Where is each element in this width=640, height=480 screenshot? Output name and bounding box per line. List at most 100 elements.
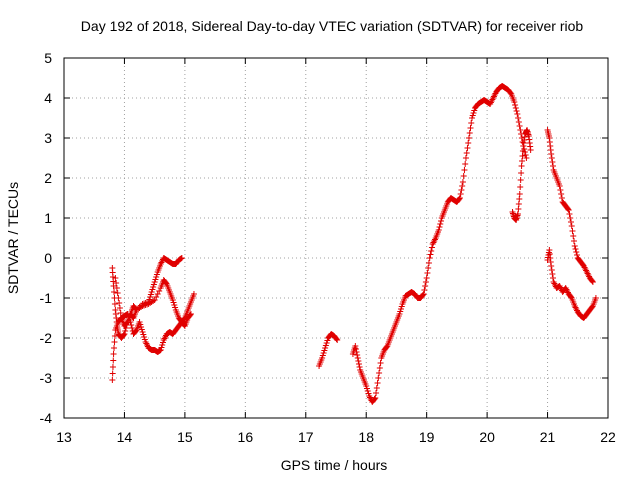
data-point xyxy=(461,167,468,173)
data-point xyxy=(463,150,470,156)
data-point xyxy=(465,140,472,146)
data-point xyxy=(356,364,363,370)
data-point xyxy=(517,184,524,190)
data-point xyxy=(334,337,341,343)
series-arc-1b xyxy=(109,291,197,383)
data-point xyxy=(438,218,445,224)
x-tick-label: 14 xyxy=(117,429,133,445)
y-tick-label: 4 xyxy=(44,90,52,106)
data-point xyxy=(468,120,475,126)
data-point xyxy=(516,191,523,197)
data-point xyxy=(589,279,596,285)
data-point xyxy=(117,310,124,316)
data-point xyxy=(421,287,428,293)
data-point xyxy=(436,224,443,230)
plot-frame xyxy=(63,57,609,419)
y-tick-label: -4 xyxy=(40,410,53,426)
data-point xyxy=(373,385,380,391)
data-point xyxy=(512,102,519,108)
data-point xyxy=(425,265,432,271)
y-tick-label: -2 xyxy=(40,330,53,346)
data-point xyxy=(465,135,472,141)
data-point xyxy=(571,238,577,244)
data-point xyxy=(352,346,359,352)
data-point xyxy=(109,370,116,377)
data-point xyxy=(516,123,523,129)
data-point xyxy=(377,360,384,366)
data-point xyxy=(428,244,435,251)
data-point xyxy=(467,125,474,131)
data-point xyxy=(548,155,555,161)
data-point xyxy=(353,349,360,355)
data-point xyxy=(558,195,565,201)
data-point xyxy=(422,283,429,289)
data-point xyxy=(111,345,118,351)
data-point xyxy=(464,145,471,151)
data-point xyxy=(517,177,524,183)
data-point xyxy=(419,292,426,298)
x-tick-label: 15 xyxy=(177,429,193,445)
data-point xyxy=(428,248,435,254)
data-point xyxy=(121,331,128,337)
data-point xyxy=(355,361,362,367)
data-point xyxy=(122,328,129,334)
data-point xyxy=(513,108,520,114)
data-point xyxy=(557,187,564,193)
data-point xyxy=(548,267,555,273)
data-point xyxy=(111,301,118,307)
chart-title: Day 192 of 2018, Sidereal Day-to-day VTE… xyxy=(81,18,584,34)
data-point xyxy=(376,370,383,376)
x-tick-label: 17 xyxy=(298,429,314,445)
data-point xyxy=(109,364,116,370)
data-point xyxy=(466,130,473,136)
data-point xyxy=(372,395,379,401)
data-point xyxy=(574,252,581,258)
data-point xyxy=(426,255,433,261)
data-point xyxy=(527,147,534,153)
data-point xyxy=(460,173,467,179)
data-point xyxy=(110,283,117,289)
data-point xyxy=(549,271,556,277)
series-arc-6 xyxy=(544,247,599,321)
data-point xyxy=(568,223,575,229)
data-point xyxy=(113,280,120,286)
data-point xyxy=(456,196,463,202)
axis-ticks: 13 14 15 16 17 18 19 20 21 22 -4 -3 -2 -1 0 1 2 3 4 5 xyxy=(40,50,616,445)
data-point xyxy=(354,352,361,358)
data-point xyxy=(515,119,522,125)
data-point xyxy=(114,290,121,296)
data-point xyxy=(187,311,194,317)
data-point xyxy=(437,221,444,227)
data-point xyxy=(178,255,185,261)
data-point xyxy=(573,249,580,255)
data-point xyxy=(113,285,120,291)
x-tick-label: 18 xyxy=(358,429,374,445)
y-tick-label: 5 xyxy=(44,50,52,66)
data-point xyxy=(153,294,160,300)
data-point xyxy=(116,305,123,311)
x-axis-label: GPS time / hours xyxy=(281,457,388,473)
data-point xyxy=(512,105,519,111)
data-point xyxy=(112,275,119,281)
series-arc-5 xyxy=(544,127,596,285)
data-point xyxy=(352,343,359,349)
series-arc-3 xyxy=(349,83,530,405)
data-point xyxy=(457,191,464,197)
data-point xyxy=(111,333,118,339)
data-point xyxy=(569,228,576,234)
data-point xyxy=(589,278,596,284)
data-point xyxy=(462,155,469,161)
data-point xyxy=(458,187,465,193)
y-tick-label: 0 xyxy=(44,250,52,266)
data-point xyxy=(190,291,197,297)
data-point xyxy=(517,127,524,133)
data-point xyxy=(154,291,161,297)
data-point xyxy=(427,251,434,258)
data-point xyxy=(128,322,135,328)
data-point xyxy=(522,152,529,158)
data-point xyxy=(423,275,430,281)
data-point xyxy=(565,207,572,213)
y-tick-label: 3 xyxy=(44,130,52,146)
data-point xyxy=(456,195,463,201)
data-point xyxy=(511,99,518,105)
